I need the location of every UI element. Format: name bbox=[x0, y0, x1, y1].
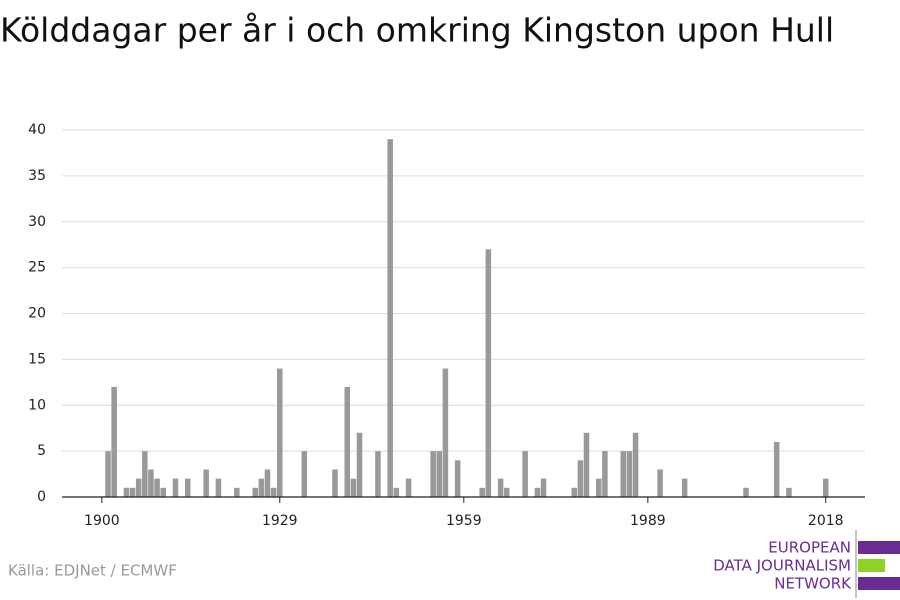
bar bbox=[479, 487, 485, 497]
x-tick-label: 1989 bbox=[630, 513, 666, 529]
bar bbox=[148, 469, 154, 497]
bar bbox=[522, 451, 528, 497]
bar bbox=[430, 451, 436, 497]
logo-bar bbox=[858, 541, 900, 554]
y-tick-label: 35 bbox=[28, 168, 46, 184]
y-tick-label: 40 bbox=[28, 122, 46, 138]
bar bbox=[258, 478, 265, 497]
bar bbox=[277, 368, 283, 497]
bar bbox=[405, 478, 412, 497]
bar bbox=[632, 432, 639, 497]
bar bbox=[540, 478, 547, 497]
logo-text: NETWORK bbox=[774, 575, 852, 593]
bar bbox=[350, 478, 357, 497]
bar bbox=[596, 478, 602, 497]
bar bbox=[786, 487, 792, 497]
bar bbox=[270, 487, 277, 497]
y-tick-label: 30 bbox=[28, 214, 46, 230]
x-tick-label: 1900 bbox=[84, 513, 120, 529]
x-tick-label: 1929 bbox=[262, 513, 298, 529]
bar bbox=[485, 249, 492, 497]
bar bbox=[356, 432, 363, 497]
bar bbox=[375, 451, 381, 497]
bar bbox=[142, 451, 148, 497]
logo-bar bbox=[858, 577, 900, 590]
bar bbox=[344, 386, 351, 497]
y-tick-label: 20 bbox=[28, 306, 46, 322]
bar bbox=[264, 469, 271, 497]
bar bbox=[184, 478, 191, 497]
bar bbox=[620, 451, 627, 497]
logo-bar bbox=[858, 559, 885, 572]
bar bbox=[111, 386, 117, 497]
bar bbox=[657, 469, 663, 497]
source: Källa: EDJNet / ECMWF bbox=[8, 562, 177, 580]
bar bbox=[681, 478, 688, 497]
bar bbox=[215, 478, 222, 497]
bar bbox=[436, 451, 443, 497]
y-tick-label: 10 bbox=[28, 397, 46, 413]
bar bbox=[301, 451, 308, 497]
bar bbox=[172, 478, 179, 497]
bar bbox=[503, 487, 510, 497]
x-tick-label: 2018 bbox=[808, 513, 844, 529]
x-tick-label: 1959 bbox=[446, 513, 482, 529]
bar bbox=[743, 487, 749, 497]
bar bbox=[497, 478, 504, 497]
bar bbox=[154, 478, 160, 497]
bar bbox=[577, 460, 584, 497]
bar bbox=[442, 368, 449, 497]
bar bbox=[135, 478, 142, 497]
y-tick-label: 15 bbox=[28, 351, 46, 367]
y-tick-label: 25 bbox=[28, 260, 46, 276]
bar bbox=[534, 487, 541, 497]
bar bbox=[626, 451, 633, 497]
y-tick-label: 5 bbox=[37, 443, 46, 459]
bar bbox=[123, 487, 130, 497]
bar bbox=[571, 487, 577, 497]
bar bbox=[234, 487, 240, 497]
logo-text: DATA JOURNALISM bbox=[713, 557, 851, 575]
bar bbox=[203, 469, 209, 497]
bar bbox=[602, 451, 608, 497]
y-tick-label: 0 bbox=[37, 489, 46, 505]
logo: EUROPEAN DATA JOURNALISM NETWORK bbox=[713, 530, 900, 598]
bar bbox=[822, 478, 829, 497]
bar bbox=[387, 139, 393, 498]
bar bbox=[393, 487, 400, 497]
bar bbox=[129, 487, 136, 497]
logo-text: EUROPEAN bbox=[768, 539, 851, 557]
bar bbox=[773, 441, 780, 497]
bar bbox=[454, 460, 461, 497]
bar bbox=[160, 487, 166, 497]
bar bbox=[583, 432, 590, 497]
bar bbox=[105, 451, 111, 497]
bar bbox=[252, 487, 258, 497]
bar bbox=[332, 469, 338, 497]
chart-title: Kölddagar per år i och omkring Kingston … bbox=[0, 11, 834, 50]
